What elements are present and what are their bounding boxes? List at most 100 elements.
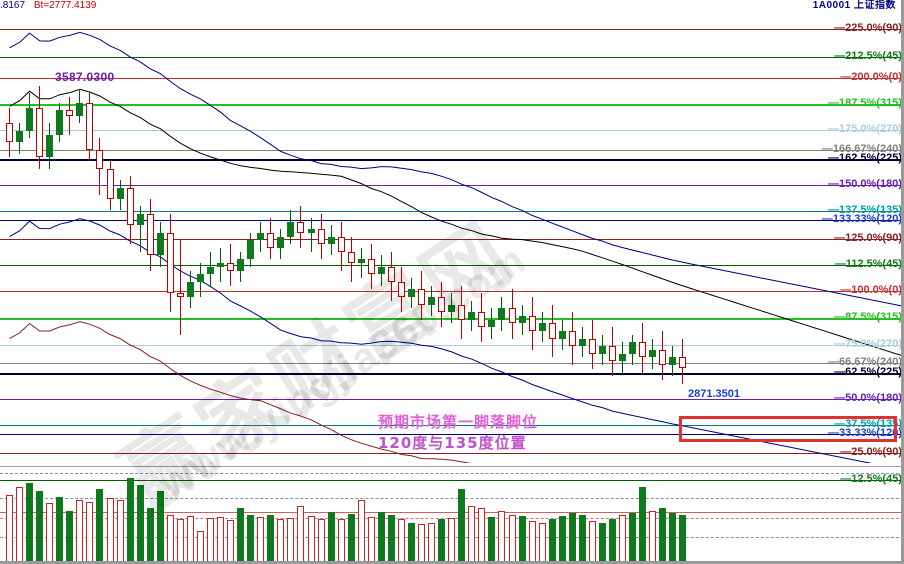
price-label-187.5: —187.5%(315) xyxy=(828,97,902,109)
volume-bar xyxy=(548,519,556,561)
candle-body xyxy=(96,149,104,169)
volume-bar xyxy=(116,499,124,561)
candle-body xyxy=(257,232,265,241)
symbol-code: 1A0001 xyxy=(812,0,851,11)
price-label-50: —50.0%(180) xyxy=(834,392,902,404)
candle-body xyxy=(327,236,335,245)
forecast-note-line1: 预期市场第一脚落脚位 xyxy=(378,413,539,431)
candle-wick xyxy=(360,247,362,279)
candle-body xyxy=(16,130,24,143)
candle-body xyxy=(448,304,456,313)
candle-body xyxy=(679,357,687,369)
fib-line-33.33 xyxy=(0,434,901,435)
candle-body xyxy=(76,102,84,116)
volume-bar xyxy=(619,514,627,561)
candle-body xyxy=(186,281,194,298)
price-label-100: —100.0%(0) xyxy=(840,284,902,296)
candle-body xyxy=(458,304,466,320)
fib-line-25 xyxy=(0,453,901,454)
volume-gridline xyxy=(0,498,901,499)
volume-reference-line xyxy=(0,512,901,513)
candle-body xyxy=(287,221,295,237)
volume-bar xyxy=(287,518,295,561)
candle-body xyxy=(629,342,637,354)
candle-wick xyxy=(179,240,181,335)
candle-body xyxy=(659,349,667,365)
volume-bar xyxy=(217,516,225,561)
volume-bar xyxy=(297,506,305,561)
candle-body xyxy=(488,319,496,328)
candle-body xyxy=(307,229,315,233)
volume-bar xyxy=(538,523,546,561)
volume-bar xyxy=(609,519,616,561)
volume-bar xyxy=(126,478,134,561)
forecast-note-line2: 120度与135度位置 xyxy=(378,434,527,452)
price-label-33.33: —33.33%(120) xyxy=(828,427,902,439)
fib-line-100 xyxy=(0,291,901,292)
fib-line-50 xyxy=(0,399,901,400)
forecast-note: 预期市场第一脚落脚位 120度与135度位置 xyxy=(378,412,538,454)
candle-body xyxy=(36,108,44,158)
volume-bar xyxy=(357,499,365,561)
fib-line-137.5 xyxy=(0,211,901,212)
candle-body xyxy=(247,240,255,260)
volume-bar xyxy=(488,516,496,561)
candle-body xyxy=(518,315,526,324)
candle-body xyxy=(317,229,325,245)
volume-bar xyxy=(267,514,275,561)
fib-line-66.67 xyxy=(0,363,901,364)
header-left-readout: .8167 Bt=2777.4139 xyxy=(0,0,96,11)
volume-bar xyxy=(166,514,174,561)
volume-bar xyxy=(387,514,395,561)
volume-pane[interactable]: —12.5%(45) xyxy=(0,466,902,561)
candle-body xyxy=(217,263,225,267)
volume-bar xyxy=(76,499,84,561)
volume-bar xyxy=(508,514,516,561)
candle-body xyxy=(357,259,365,264)
fib-line-87.5 xyxy=(0,318,901,320)
volume-reference-line xyxy=(0,480,901,481)
bollinger-upper-line xyxy=(9,31,901,307)
candle-body xyxy=(548,323,556,339)
volume-bar xyxy=(629,512,637,561)
volume-bar xyxy=(367,516,375,561)
price-label-37.5: —37.5%(135) xyxy=(834,418,902,430)
candle-body xyxy=(568,331,576,347)
price-pane[interactable]: —225.0%(90) —212.5%(45) —200.0%(0) —187.5%(… xyxy=(0,11,902,463)
volume-bar xyxy=(106,497,114,561)
volume-bar xyxy=(408,523,415,561)
volume-bar xyxy=(36,491,44,561)
volume-bar xyxy=(498,510,506,561)
volume-bar xyxy=(397,519,405,561)
volume-price-label-12.5: —12.5%(45) xyxy=(840,473,902,485)
candle-wick xyxy=(310,217,312,252)
fib-line-75 xyxy=(0,345,901,346)
volume-bar xyxy=(528,521,536,561)
volume-bar xyxy=(307,515,315,561)
symbol-name: 上证指数 xyxy=(854,0,896,11)
candle-body xyxy=(377,266,385,275)
candle-body xyxy=(498,308,506,320)
candle-body xyxy=(46,134,54,158)
volume-bar xyxy=(438,519,446,561)
candle-body xyxy=(609,346,616,362)
volume-bar xyxy=(186,515,194,561)
fib-line-162.5 xyxy=(0,159,901,161)
volume-bar xyxy=(247,514,255,561)
candle-body xyxy=(619,353,627,362)
volume-bar xyxy=(16,486,24,561)
volume-bar xyxy=(578,514,586,561)
price-label-225: —225.0%(90) xyxy=(834,22,902,34)
candle-wick xyxy=(69,96,71,135)
candle-body xyxy=(277,236,285,248)
candle-wick xyxy=(139,206,141,252)
price-overlay-lines xyxy=(9,31,901,463)
ma-long-line xyxy=(9,88,901,356)
candle-body xyxy=(639,342,647,358)
price-label-87.5: —87.5%(315) xyxy=(834,311,902,323)
volume-bar xyxy=(649,510,657,561)
candle-body xyxy=(438,297,446,313)
volume-bar xyxy=(96,489,104,561)
volume-bar xyxy=(679,514,687,561)
